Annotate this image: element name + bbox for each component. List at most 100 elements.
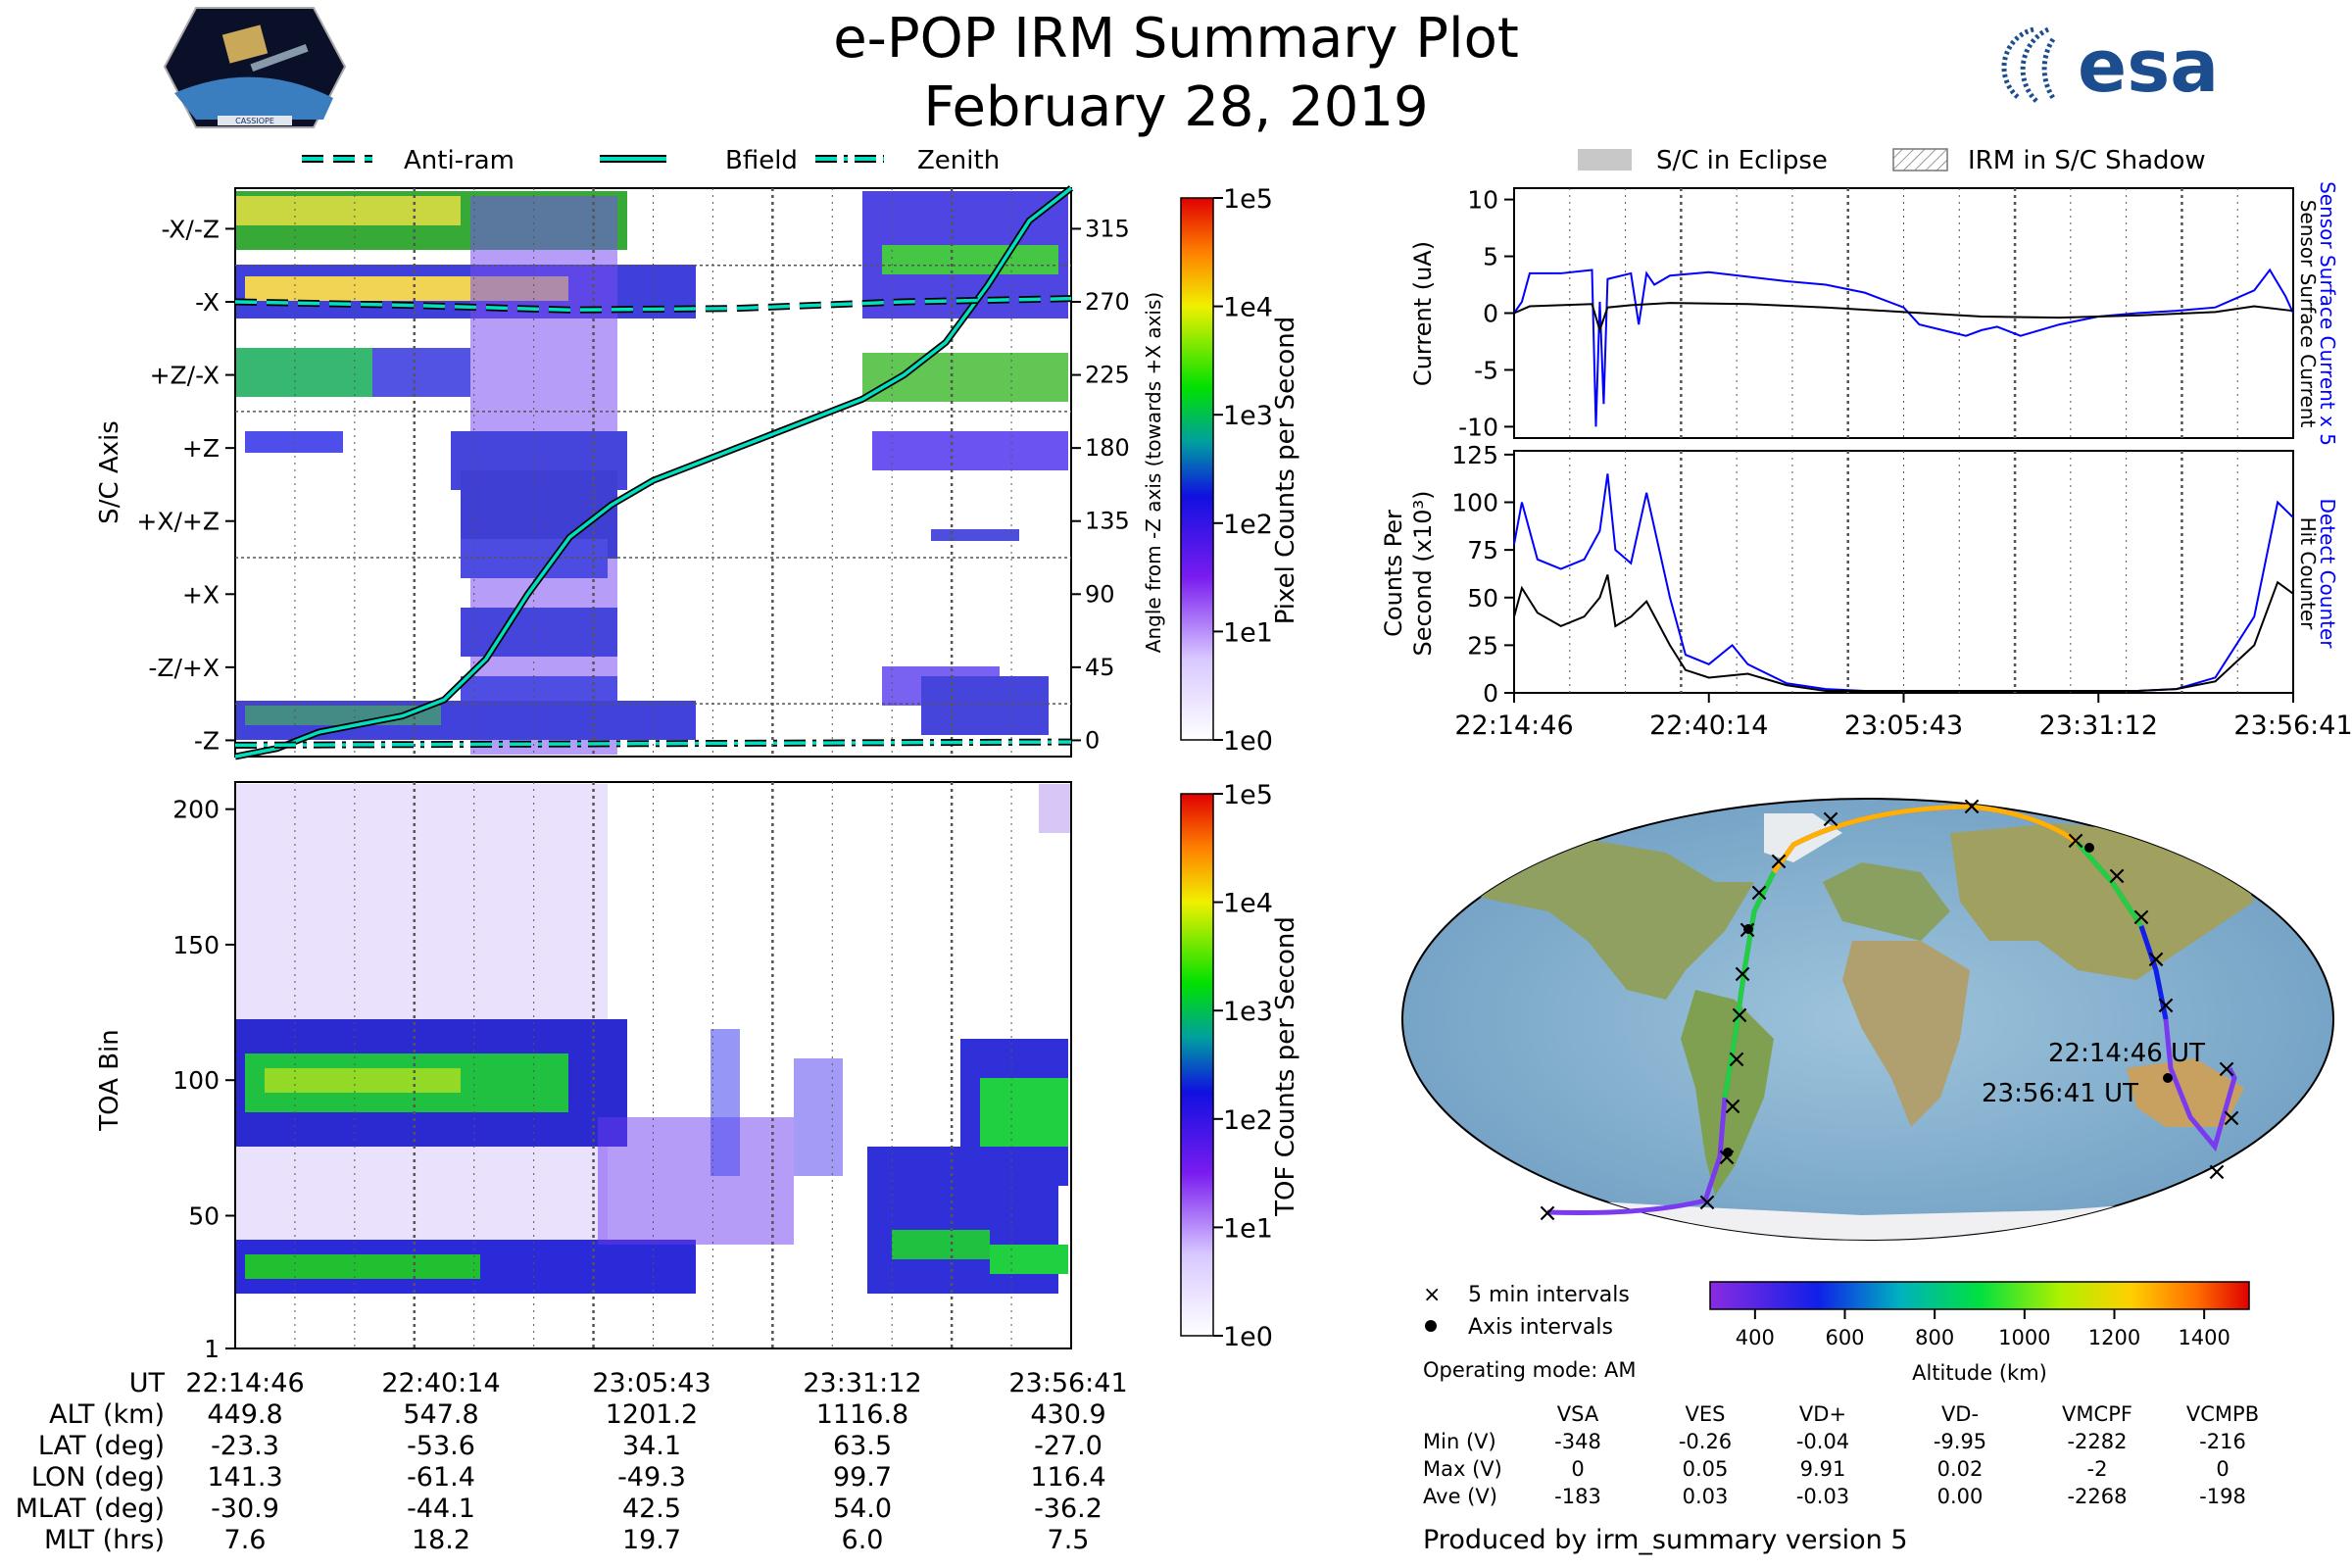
eclipse-legend: S/C in Eclipse IRM in S/C Shadow <box>1578 146 2206 175</box>
map-x-marker: × <box>1716 1143 1738 1172</box>
time-table-cell: 141.3 <box>207 1462 282 1493</box>
map-x-marker: × <box>2131 903 2152 932</box>
voltage-table-cell: -2282 <box>2067 1430 2127 1453</box>
time-table-cell: -27.0 <box>1034 1431 1102 1461</box>
voltage-table-cell: 0.03 <box>1683 1485 1729 1508</box>
map-x-marker: × <box>1696 1188 1718 1217</box>
map-axis-marker <box>2084 843 2094 853</box>
counts-right-label-blue: Detect Counter <box>2316 499 2339 650</box>
time-table-cell: 18.2 <box>412 1525 470 1555</box>
time-table-cell: 7.5 <box>1048 1525 1090 1555</box>
sc-axis-lines <box>234 185 1074 760</box>
time-table-row-label: MLAT (deg) <box>16 1494 165 1524</box>
tof-colorbar-tick-label: 1e1 <box>1223 1213 1273 1244</box>
voltage-table-cell: -9.95 <box>1934 1430 1986 1453</box>
time-table-header: 23:31:12 <box>803 1368 921 1398</box>
legend-zenith: Zenith <box>917 146 1000 175</box>
map-axis-marker <box>2163 1073 2173 1083</box>
map-x-marker: × <box>1768 847 1789 876</box>
toa-tick-label: 200 <box>172 796 220 824</box>
time-table-cell: 449.8 <box>207 1399 282 1430</box>
time-table-header: 23:56:41 <box>1008 1368 1127 1398</box>
time-table-cell: 54.0 <box>833 1494 892 1524</box>
sc-axis-panel: 0 45 90 135 180 225 270 315 -Z -Z/+X +X +X/+Z +Z +Z/-… <box>95 185 1165 760</box>
altitude-tick-label: 1400 <box>2178 1326 2230 1349</box>
map-axis-marker <box>1743 924 1753 934</box>
current-panel: 10 5 0 -5 -10 Current (uA) Sensor Surface Cu… <box>1409 181 2339 446</box>
page-title: e-POP IRM Summary Plot <box>833 7 1519 71</box>
pixel-colorbar-tick-label: 1e2 <box>1223 510 1273 540</box>
sc-category-label: +Z <box>182 434 220 463</box>
pixel-colorbar-tick-label: 1e5 <box>1223 184 1273 215</box>
time-table-header: 22:14:46 <box>185 1368 304 1398</box>
map-x-marker: × <box>1726 1045 1747 1074</box>
map-x-marker: × <box>2155 991 2177 1020</box>
sc-right-tick-label: 225 <box>1085 362 1130 389</box>
voltage-table-header: VSA <box>1557 1402 1599 1426</box>
sc-axis-ylabel: S/C Axis <box>95 420 124 524</box>
tof-colorbar-tick-label: 1e3 <box>1223 997 1273 1027</box>
plot-y-tick-label: 25 <box>1467 631 1498 660</box>
cassiope-logo: CASSIOPE <box>163 7 347 128</box>
sc-right-tick-label: 0 <box>1085 726 1100 754</box>
legend-shadow: IRM in S/C Shadow <box>1968 146 2206 175</box>
legend-anti-ram: Anti-ram <box>404 146 514 175</box>
map-axis-marker <box>1723 1148 1733 1157</box>
time-table-cell: 1116.8 <box>816 1399 908 1430</box>
voltage-table-row-label: Max (V) <box>1423 1457 1502 1481</box>
orbit-map: ×××××××××××××××××××× 22:14:46 UT 23:56:4… <box>1401 792 2334 1241</box>
sc-series-bfield <box>234 186 1073 759</box>
legend-bfield: Bfield <box>725 146 798 175</box>
plot-y-tick-label: 5 <box>1483 243 1498 271</box>
voltage-table-cell: -216 <box>2199 1430 2246 1453</box>
voltage-table-header: VD- <box>1941 1402 1979 1426</box>
spectrogram-legend: Anti-ram Bfield Zenith <box>302 146 1000 175</box>
map-x-marker: × <box>2106 861 2128 891</box>
current-right-label-blue: Sensor Surface Current x 5 <box>2316 181 2339 446</box>
tof-colorbar-tick-label: 1e2 <box>1223 1105 1273 1136</box>
sc-series-anti-ram <box>234 296 1072 313</box>
map-x-marker: × <box>1961 792 1983 821</box>
voltage-table-header: VES <box>1686 1402 1726 1426</box>
map-x-marker: × <box>1732 959 1753 989</box>
time-table-cell: 7.6 <box>224 1525 267 1555</box>
legend-x-marker: × <box>1423 1283 1441 1307</box>
toa-tick-label: 1 <box>204 1335 220 1363</box>
sc-right-tick-label: 180 <box>1085 434 1130 462</box>
sc-right-tick-label: 45 <box>1085 654 1115 681</box>
time-table-cell: 430.9 <box>1030 1399 1105 1430</box>
sc-right-tick-label: 90 <box>1085 580 1115 608</box>
tof-colorbar-tick-label: 1e0 <box>1223 1322 1273 1352</box>
sc-category-label: -X <box>195 288 220 317</box>
voltage-table-cell: -2268 <box>2067 1485 2127 1508</box>
sc-category-label: -X/-Z <box>162 215 220 243</box>
pixel-colorbar-label: Pixel Counts per Second <box>1271 317 1300 625</box>
time-table: UT 22:14:46 22:40:14 23:05:43 23:31:12 23:56:… <box>16 1368 1128 1555</box>
plot-y-tick-label: 0 <box>1483 300 1498 328</box>
map-x-marker: × <box>2216 1054 2237 1084</box>
pixel-colorbar-tick-label: 1e3 <box>1223 401 1273 431</box>
time-table-cell: -36.2 <box>1034 1494 1102 1524</box>
altitude-tick-label: 400 <box>1736 1326 1775 1349</box>
voltage-table-cell: 0.05 <box>1683 1457 1729 1481</box>
tof-colorbar-label: TOF Counts per Second <box>1271 916 1300 1217</box>
current-right-label-black: Sensor Surface Current <box>2296 200 2320 428</box>
tof-colorbar: 1e0 1e1 1e2 1e3 1e4 1e5 TOF Counts per Second <box>1180 780 1300 1352</box>
page-date: February 28, 2019 <box>923 75 1428 139</box>
sc-category-label: -Z/+X <box>148 654 220 682</box>
operating-mode: Operating mode: AM <box>1423 1358 1636 1382</box>
time-table-cell: -53.6 <box>407 1431 475 1461</box>
map-legend: × 5 min intervals Axis intervals Operati… <box>1423 1283 1636 1382</box>
plot-y-tick-label: 75 <box>1467 536 1498 564</box>
time-table-cell: -49.3 <box>617 1462 686 1493</box>
counts-ylabel-line1: Counts Per <box>1380 510 1407 637</box>
series-hit-counter <box>1513 574 2294 693</box>
sc-category-label: +X/+Z <box>136 508 220 536</box>
map-x-marker: × <box>1537 1199 1558 1228</box>
voltage-table-cell: 9.91 <box>1800 1457 1846 1481</box>
time-table-cell: 99.7 <box>833 1462 892 1493</box>
time-table-ut-label: UT <box>129 1368 166 1398</box>
cassiope-label: CASSIOPE <box>235 117 274 125</box>
counts-right-label-black: Hit Counter <box>2296 517 2320 630</box>
footer-credit: Produced by irm_summary version 5 <box>1423 1525 1908 1555</box>
